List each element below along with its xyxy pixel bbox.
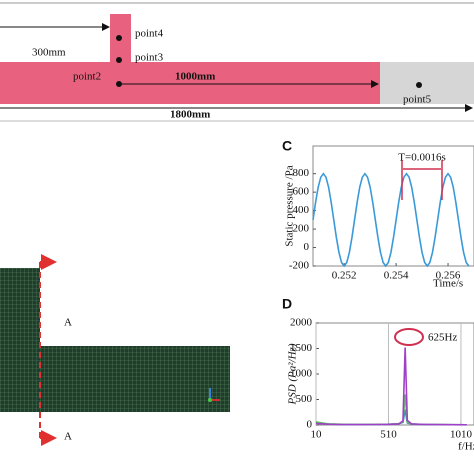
- mesh-view: A A: [0, 254, 230, 446]
- y-tick-label: -200: [289, 260, 310, 272]
- probe-point: [116, 35, 122, 41]
- dimension-label: 300mm: [32, 47, 66, 59]
- data-line: [315, 409, 467, 426]
- y-tick-label: 2000: [290, 317, 313, 329]
- y-tick-label: 800: [293, 167, 310, 179]
- x-tick-label: 10: [311, 429, 323, 441]
- section-label: A: [64, 317, 72, 329]
- charts: C Static pressure /Pa Time/s -200 0 200 400 600…: [282, 138, 474, 453]
- outlet-pipe: [380, 62, 474, 104]
- data-line: [315, 394, 467, 426]
- peak-highlight: [394, 328, 424, 346]
- x-tick-label: 0.252: [332, 270, 357, 282]
- y-tick-label: 200: [293, 223, 310, 235]
- point-label: point2: [73, 71, 101, 83]
- mesh-main: [0, 346, 230, 412]
- panel-label: C: [282, 138, 292, 154]
- mesh-branch: [0, 268, 40, 348]
- x-tick-label: 0.256: [436, 270, 461, 282]
- x-tick-label: 510: [380, 429, 397, 441]
- annotation: T=0.0016s: [398, 152, 445, 164]
- probe-point: [116, 81, 122, 87]
- point-label: point5: [403, 94, 432, 106]
- y-axis-label: Static pressure /Pa: [284, 165, 296, 246]
- plot-frame: [312, 145, 474, 267]
- point-label: point3: [135, 52, 164, 64]
- y-tick-label: 500: [296, 393, 313, 405]
- x-tick-label: 1010: [450, 429, 473, 441]
- y-tick-label: 1500: [290, 342, 313, 354]
- y-axis-label: PSD (Pa²/Hz): [287, 343, 299, 405]
- y-tick-label: 1000: [290, 368, 313, 380]
- dimension-label: 1800mm: [170, 109, 210, 121]
- data-line: [315, 347, 467, 426]
- point-label: point4: [135, 28, 164, 40]
- probe-point: [116, 57, 122, 63]
- annotation: 625Hz: [428, 332, 457, 344]
- dimension-label: 1000mm: [175, 71, 215, 83]
- data-line: [312, 172, 470, 268]
- axis-triad: [208, 398, 212, 402]
- y-tick-label: 600: [293, 186, 310, 198]
- x-tick-label: 0.254: [384, 270, 409, 282]
- main-pipe: [0, 62, 382, 104]
- probe-point: [416, 82, 422, 88]
- y-tick-label: 0: [304, 241, 310, 253]
- section-label: A: [64, 431, 72, 443]
- y-tick-label: 400: [293, 204, 310, 216]
- x-axis-label: Time/s: [433, 278, 463, 290]
- pipe-diagram: 300mm point4 point3 point2 1000mm point5…: [0, 2, 474, 122]
- y-tick-label: 0: [307, 419, 313, 431]
- panel-label: D: [282, 296, 292, 312]
- x-axis-label: f/Hz: [458, 441, 474, 453]
